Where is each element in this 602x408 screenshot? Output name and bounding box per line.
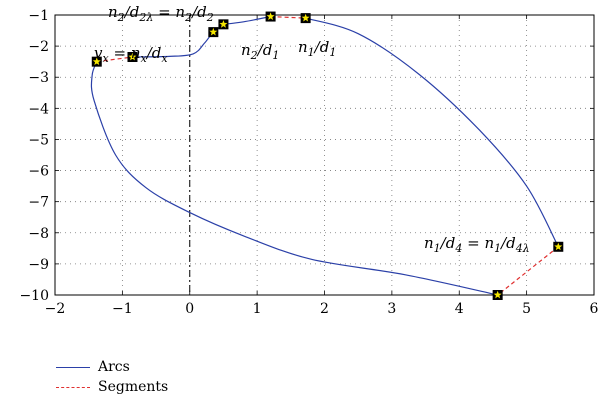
- x-tick-label: −2: [45, 301, 66, 317]
- legend-label-arcs: Arcs: [98, 359, 130, 375]
- point-marker: [91, 56, 102, 67]
- annotation-n1d1: n1/d1: [298, 38, 336, 59]
- x-tick-label: 5: [522, 301, 531, 317]
- y-tick-label: −4: [28, 101, 49, 117]
- annotation-n1d4: n1/d4 = n1/d4λ: [424, 234, 530, 255]
- legend-item-arcs: Arcs: [56, 357, 168, 377]
- point-marker: [492, 290, 503, 300]
- plot-frame: [54, 14, 595, 296]
- annotations: n2/d2λ = n2/d2 vx = nx/dx n2/d1 n1/d1 n1…: [94, 3, 530, 255]
- legend: Arcs Segments: [56, 357, 168, 397]
- segment-line: [497, 246, 559, 296]
- tick-labels: −2 −1 0 1 2 3 4 5 6−1−2−3−4−5−6−7−8−9−10: [19, 8, 598, 317]
- point-marker: [300, 13, 311, 24]
- point-marker-star: [219, 20, 228, 28]
- segment-line: [96, 56, 133, 63]
- point-marker-star: [266, 12, 275, 20]
- x-tick-label: 2: [320, 301, 329, 317]
- segment-line: [270, 15, 306, 19]
- chart: −2 −1 0 1 2 3 4 5 6−1−2−3−4−5−6−7−8−9−10 n2/d2λ …: [19, 3, 598, 317]
- y-tick-label: −8: [28, 226, 49, 242]
- arc-path: [223, 16, 271, 25]
- y-tick-label: −6: [28, 164, 49, 180]
- legend-label-segments: Segments: [98, 379, 169, 395]
- markers: [91, 11, 564, 300]
- point-marker: [218, 19, 229, 30]
- x-tick-label: 6: [590, 301, 599, 317]
- y-tick-label: −1: [28, 8, 49, 24]
- point-marker: [553, 241, 564, 252]
- legend-swatch-arcs: [56, 366, 90, 368]
- arc-path: [90, 61, 498, 296]
- x-tick-label: 1: [253, 301, 262, 317]
- point-marker: [127, 52, 138, 62]
- legend-swatch-segments: [56, 386, 90, 388]
- x-tick-label: −1: [112, 301, 133, 317]
- point-marker-star: [554, 242, 563, 251]
- y-tick-label: −10: [19, 288, 49, 304]
- point-marker-star: [301, 13, 310, 22]
- annotation-vx: vx = nx/dx: [94, 44, 168, 65]
- point-marker-star: [209, 27, 218, 36]
- annotation-top: n2/d2λ = n2/d2: [108, 3, 214, 24]
- series-segments: [96, 15, 559, 296]
- point-marker-star: [128, 52, 137, 61]
- y-tick-label: −7: [28, 195, 49, 211]
- y-tick-label: −5: [28, 132, 49, 148]
- y-tick-label: −2: [28, 39, 49, 55]
- point-marker-star: [92, 57, 101, 66]
- annotation-n2d1: n2/d1: [241, 41, 279, 62]
- arc-path: [305, 17, 559, 248]
- x-tick-label: 0: [185, 301, 194, 317]
- legend-item-segments: Segments: [56, 377, 168, 397]
- point-marker-star: [493, 290, 502, 299]
- x-tick-label: 4: [455, 301, 464, 317]
- point-marker: [265, 11, 276, 22]
- point-marker: [208, 27, 219, 38]
- y-tick-label: −9: [28, 257, 49, 273]
- x-tick-label: 3: [387, 301, 396, 317]
- y-tick-label: −3: [28, 70, 49, 86]
